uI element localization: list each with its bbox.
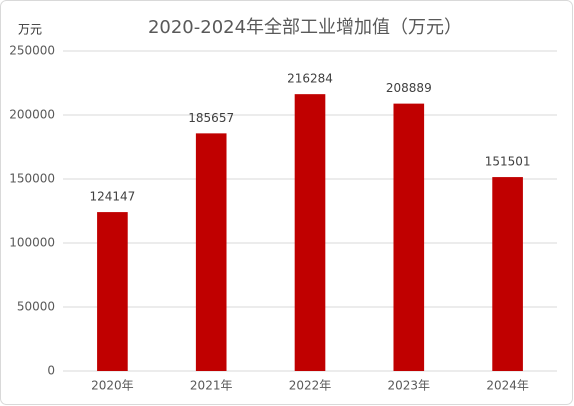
x-tick-label: 2020年 <box>91 379 134 393</box>
value-label: 185657 <box>188 111 234 125</box>
value-label: 151501 <box>485 155 531 169</box>
x-tick-label: 2022年 <box>289 379 332 393</box>
value-label: 208889 <box>386 81 432 95</box>
bar <box>97 212 128 371</box>
bar <box>195 133 227 371</box>
value-label: 216284 <box>287 72 333 86</box>
y-tick-label: 50000 <box>17 300 55 314</box>
y-tick-label: 200000 <box>9 108 55 122</box>
bar <box>492 177 523 371</box>
x-tick-label: 2023年 <box>388 379 431 393</box>
value-label: 124147 <box>89 190 135 204</box>
y-tick-label: 250000 <box>9 44 55 58</box>
y-tick-label: 150000 <box>9 172 55 186</box>
y-tick-label: 100000 <box>9 236 55 250</box>
chart-title: 2020-2024年全部工业增加值（万元） <box>148 17 462 38</box>
x-tick-label: 2021年 <box>190 379 233 393</box>
y-tick-label: 0 <box>47 364 55 378</box>
y-axis-label: 万元 <box>18 23 42 37</box>
x-tick-label: 2024年 <box>486 379 529 393</box>
bar <box>393 103 425 372</box>
bar <box>294 94 326 371</box>
